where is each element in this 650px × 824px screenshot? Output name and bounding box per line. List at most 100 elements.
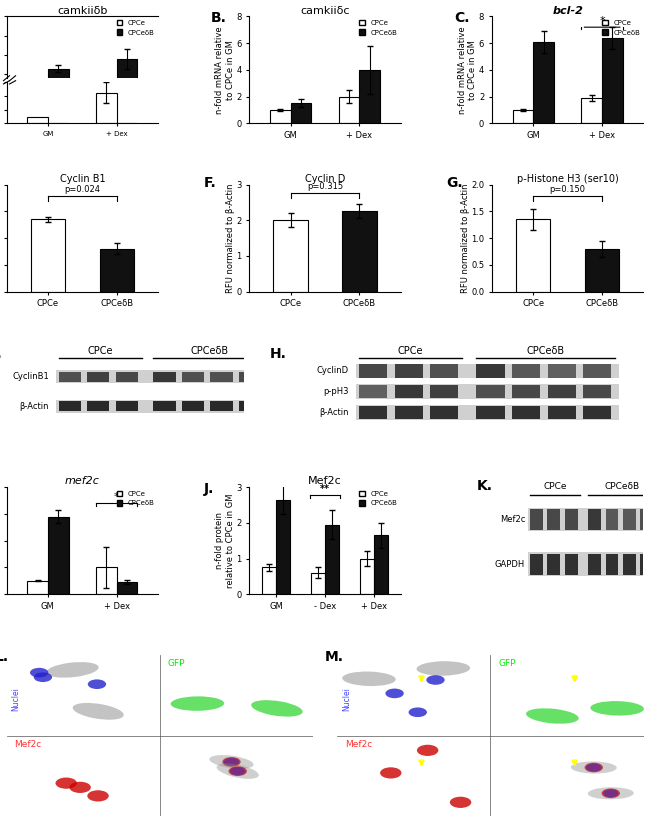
- Bar: [58, 372, 81, 382]
- Bar: [547, 554, 560, 575]
- Bar: [116, 401, 138, 411]
- Text: H.: H.: [270, 347, 287, 361]
- Y-axis label: n-fold mRNA relative
to CPCe in GM: n-fold mRNA relative to CPCe in GM: [215, 26, 235, 114]
- Legend: CPCe, CPCeδB: CPCe, CPCeδB: [359, 490, 397, 506]
- Text: CPCe: CPCe: [543, 483, 567, 491]
- Bar: [31, 219, 65, 292]
- Text: β-Actin: β-Actin: [20, 402, 49, 411]
- Text: K.: K.: [476, 479, 493, 493]
- Text: J.: J.: [203, 482, 214, 496]
- Text: p=0.150: p=0.150: [550, 185, 586, 194]
- Bar: [583, 405, 611, 419]
- Ellipse shape: [343, 672, 396, 686]
- Bar: [117, 59, 138, 94]
- Circle shape: [222, 757, 240, 766]
- Bar: [395, 385, 423, 398]
- Text: p=0.024: p=0.024: [64, 185, 100, 194]
- Circle shape: [586, 764, 601, 771]
- Bar: [547, 508, 560, 530]
- Bar: [211, 372, 233, 382]
- Text: p=0.315: p=0.315: [307, 182, 343, 191]
- Bar: [583, 385, 611, 398]
- Bar: [96, 568, 117, 594]
- Text: GFP: GFP: [498, 659, 515, 668]
- Text: Mef2c: Mef2c: [14, 739, 42, 748]
- Bar: [356, 405, 619, 419]
- Text: CPCe: CPCe: [87, 346, 113, 356]
- Circle shape: [230, 767, 245, 775]
- Title: Cyclin B1: Cyclin B1: [60, 174, 105, 184]
- Bar: [359, 364, 387, 377]
- Bar: [339, 96, 359, 124]
- Bar: [606, 554, 618, 575]
- Bar: [585, 249, 619, 292]
- Bar: [27, 581, 48, 594]
- Text: CPCeδB: CPCeδB: [604, 483, 640, 491]
- Bar: [356, 363, 619, 378]
- Text: Tubulin: Tubulin: [14, 659, 46, 668]
- Bar: [239, 372, 261, 382]
- Bar: [291, 104, 311, 124]
- Text: **: **: [320, 484, 330, 494]
- Text: Tubulin: Tubulin: [345, 659, 377, 668]
- Bar: [325, 525, 339, 594]
- Title: mef2c: mef2c: [65, 476, 99, 486]
- Bar: [547, 405, 576, 419]
- Legend: CPCe, CPCeδB: CPCe, CPCeδB: [602, 20, 640, 35]
- Bar: [547, 364, 576, 377]
- Text: Merge: Merge: [498, 739, 527, 748]
- Ellipse shape: [216, 764, 259, 779]
- Bar: [623, 508, 636, 530]
- Text: E.: E.: [0, 347, 3, 361]
- Ellipse shape: [251, 700, 303, 717]
- Bar: [476, 364, 504, 377]
- Circle shape: [450, 797, 471, 808]
- Text: F.: F.: [203, 176, 216, 190]
- Text: M.: M.: [325, 650, 344, 664]
- Circle shape: [55, 778, 77, 789]
- Bar: [311, 573, 325, 594]
- Bar: [588, 508, 601, 530]
- Bar: [583, 364, 611, 377]
- Title: bcl-2: bcl-2: [552, 6, 583, 16]
- Y-axis label: RFU normalized to β-Actin: RFU normalized to β-Actin: [226, 183, 235, 293]
- Bar: [57, 370, 267, 383]
- Title: Cyclin D: Cyclin D: [305, 174, 345, 184]
- Circle shape: [602, 789, 620, 798]
- Bar: [430, 364, 458, 377]
- Text: GFP: GFP: [167, 659, 185, 668]
- Text: B.: B.: [211, 12, 227, 25]
- Bar: [582, 98, 602, 124]
- Bar: [239, 401, 261, 411]
- Text: CPCe: CPCe: [10, 751, 20, 776]
- Ellipse shape: [417, 661, 470, 676]
- Circle shape: [426, 675, 445, 685]
- Bar: [565, 508, 577, 530]
- Bar: [58, 401, 81, 411]
- Bar: [359, 385, 387, 398]
- Text: β-Actin: β-Actin: [319, 408, 348, 417]
- Text: 50 μm: 50 μm: [586, 798, 609, 804]
- Bar: [356, 384, 619, 399]
- Bar: [547, 385, 576, 398]
- Circle shape: [87, 790, 109, 802]
- Text: *: *: [114, 492, 120, 502]
- Bar: [530, 554, 543, 575]
- Bar: [276, 499, 290, 594]
- Bar: [57, 400, 267, 413]
- Text: Nuclei: Nuclei: [11, 687, 20, 711]
- Text: CyclinB1: CyclinB1: [12, 372, 49, 382]
- Bar: [476, 385, 504, 398]
- Ellipse shape: [170, 696, 224, 711]
- Bar: [153, 372, 176, 382]
- Text: Mef2c: Mef2c: [345, 739, 372, 748]
- Text: CPCeδB: CPCeδB: [526, 345, 565, 355]
- Text: Nuclei: Nuclei: [342, 687, 351, 711]
- Text: CPCeδB: CPCeδB: [341, 745, 350, 783]
- Bar: [476, 405, 504, 419]
- Bar: [359, 70, 380, 124]
- Text: p-pH3: p-pH3: [323, 387, 348, 396]
- Legend: CPCe, CPCeδB: CPCe, CPCeδB: [117, 20, 155, 35]
- Ellipse shape: [588, 787, 634, 799]
- Circle shape: [88, 679, 106, 689]
